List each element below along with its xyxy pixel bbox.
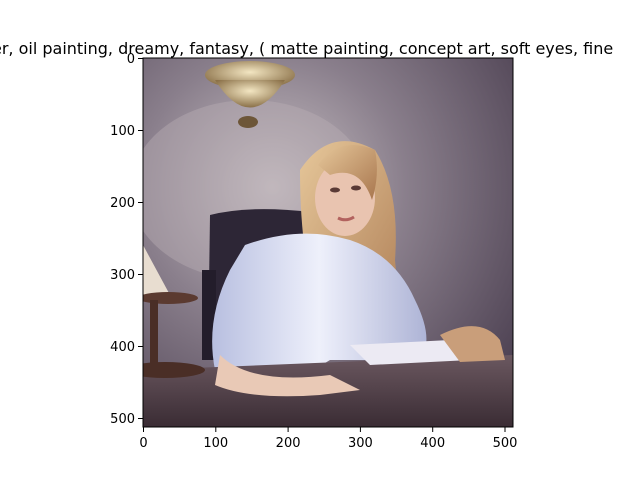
x-tick-label: 500 xyxy=(493,436,518,451)
figure-title: er, oil painting, dreamy, fantasy, ( mat… xyxy=(0,39,640,65)
axes-frame xyxy=(142,57,514,428)
figure-title-text: er, oil painting, dreamy, fantasy, ( mat… xyxy=(0,39,614,58)
y-axis: 0 100 200 300 400 500 xyxy=(110,52,143,427)
x-tick-label: 300 xyxy=(348,436,373,451)
painting-image xyxy=(143,58,513,427)
x-axis: 0 100 200 300 400 500 xyxy=(139,427,517,451)
x-tick-label: 100 xyxy=(203,436,228,451)
y-tick-label: 300 xyxy=(110,268,135,283)
x-tick-label: 200 xyxy=(276,436,301,451)
y-tick-label: 100 xyxy=(110,124,135,139)
lamp-icon xyxy=(205,61,295,128)
y-tick-label: 0 xyxy=(127,52,135,67)
x-tick-label: 400 xyxy=(420,436,445,451)
y-tick-label: 400 xyxy=(110,340,135,355)
y-tick-label: 200 xyxy=(110,196,135,211)
y-tick-label: 500 xyxy=(110,412,135,427)
x-tick-label: 0 xyxy=(139,436,147,451)
